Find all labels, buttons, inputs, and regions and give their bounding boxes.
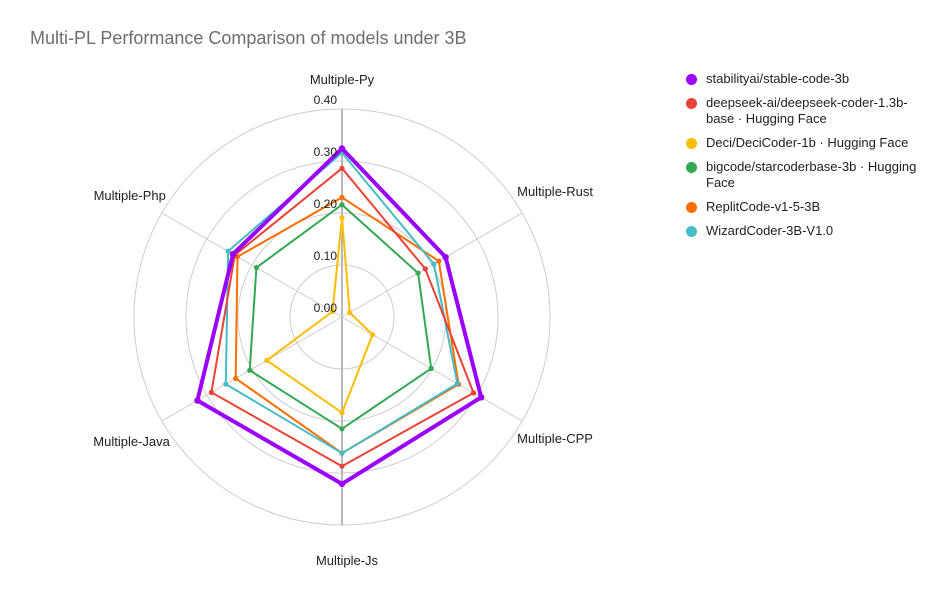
data-point [339,194,345,200]
data-point [225,248,231,254]
tick-label: 0.40 [314,93,338,107]
legend-label: ReplitCode-v1-5-3B [706,199,821,214]
legend-item-starcoderbase[interactable]: bigcode/starcoderbase-3b · Hugging Face [686,159,934,191]
axis-label: Multiple-Py [310,72,375,87]
data-point [339,202,345,208]
data-point [339,426,345,432]
legend-label: Deci/DeciCoder-1b · Hugging Face [706,135,909,150]
series-polygon-2 [265,216,374,414]
legend-label: deepseek-ai/deepseek-coder-1.3b-base · H… [706,95,908,126]
legend-label: bigcode/starcoderbase-3b · Hugging Face [706,159,917,190]
axis-label: Multiple-Js [316,553,379,568]
data-point [253,265,259,271]
data-point [229,250,237,258]
data-point [347,310,353,316]
legend: stabilityai/stable-code-3b deepseek-ai/d… [686,71,934,239]
data-point [339,463,345,469]
data-point [339,410,345,416]
axis-label: Multiple-CPP [517,431,593,446]
tick-label: 0.10 [314,249,338,263]
legend-swatch-icon [686,73,697,85]
axis-label: Multiple-Php [94,188,166,203]
data-point [338,145,346,152]
data-point [370,332,376,338]
data-point [415,270,421,276]
legend-swatch-icon [686,225,697,237]
legend-item-replit-code[interactable]: ReplitCode-v1-5-3B [686,199,934,215]
data-point [428,365,434,372]
data-point [339,450,345,456]
legend-swatch-icon [686,97,697,109]
data-point [454,381,460,387]
tick-label: 0.20 [314,197,338,211]
legend-item-decicoder[interactable]: Deci/DeciCoder-1b · Hugging Face [686,135,934,151]
tick-label: 0.00 [314,301,338,315]
axis-label: Multiple-Rust [517,184,593,199]
data-point [442,254,449,261]
data-point [339,165,345,171]
data-point [247,367,253,373]
data-point [194,397,201,404]
legend-swatch-icon [686,137,697,149]
axis-label: Multiple-Java [93,434,170,449]
legend-swatch-icon [686,201,697,213]
legend-label: stabilityai/stable-code-3b [706,71,850,86]
legend-swatch-icon [686,161,697,173]
data-point [329,308,336,315]
legend-label: WizardCoder-3B-V1.0 [706,223,834,238]
data-point [264,357,270,363]
data-point [422,266,428,272]
axis-spoke [161,212,343,318]
data-point [436,258,442,264]
data-point [223,381,229,387]
data-point [470,390,477,396]
data-point [208,389,214,395]
legend-item-stable-code[interactable]: stabilityai/stable-code-3b [686,71,934,87]
data-point [233,375,239,381]
data-point [431,261,437,267]
tick-label: 0.30 [314,145,338,159]
legend-item-deepseek-coder[interactable]: deepseek-ai/deepseek-coder-1.3b-base · H… [686,95,934,127]
data-point [478,394,485,401]
data-point [339,215,345,221]
legend-item-wizardcoder[interactable]: WizardCoder-3B-V1.0 [686,223,934,239]
data-point [338,480,346,488]
chart-title: Multi-PL Performance Comparison of model… [30,28,467,48]
